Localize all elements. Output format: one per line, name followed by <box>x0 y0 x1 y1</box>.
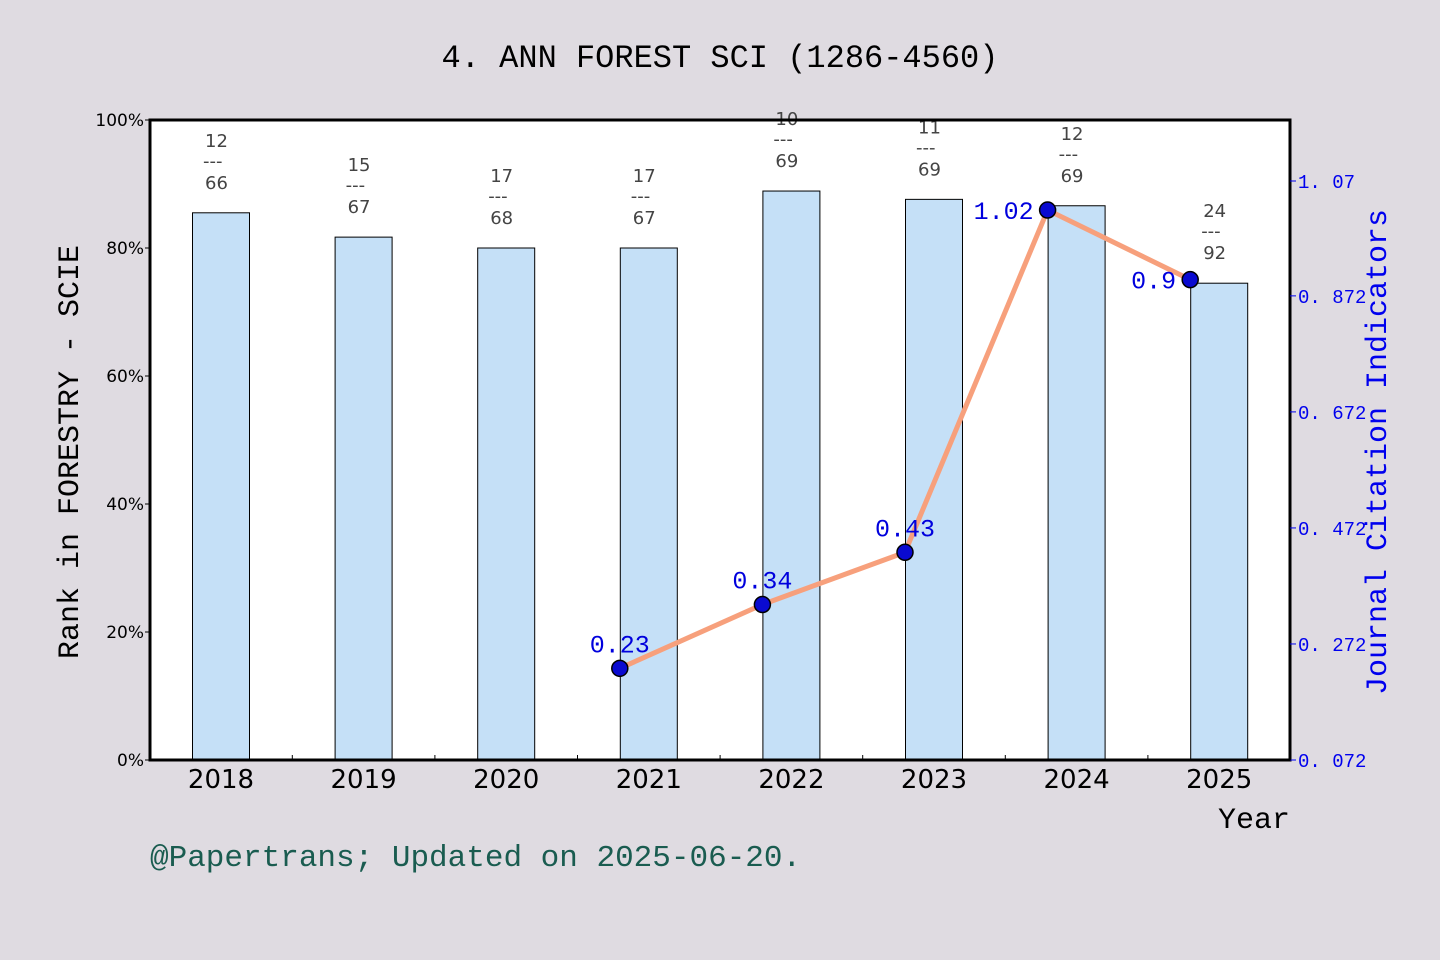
x-tick-label: 2019 <box>331 765 397 795</box>
bar-2025 <box>1190 282 1249 761</box>
rank-total: 92 <box>1203 243 1226 264</box>
jci-value-label: 1.02 <box>974 198 1034 227</box>
y2-tick-label: 0. 272 <box>1298 635 1366 657</box>
plot-area <box>150 120 1290 760</box>
rank-label: 11 <box>918 117 941 138</box>
y-tick-label: 40% <box>106 495 144 515</box>
rank-total: 68 <box>490 208 513 229</box>
x-tick-label: 2025 <box>1186 765 1252 795</box>
x-axis-label: Year <box>1218 804 1290 838</box>
rank-total: 67 <box>348 197 371 218</box>
jci-value-label: 0.9 <box>1131 268 1176 297</box>
y2-tick-label: 0. 872 <box>1298 287 1366 309</box>
rank-separator: --- <box>773 129 793 150</box>
y2-axis-label: Journal Citation Indicators <box>1362 209 1396 695</box>
y-tick-label: 20% <box>106 623 144 643</box>
y-tick-label: 80% <box>106 239 144 259</box>
rank-label: 17 <box>490 166 513 187</box>
bar-2022 <box>762 190 821 761</box>
x-tick-label: 2021 <box>616 765 682 795</box>
rank-total: 67 <box>633 208 656 229</box>
jci-point-2024 <box>1038 201 1057 219</box>
rank-label: 12 <box>205 131 228 152</box>
bar-2018 <box>192 212 250 761</box>
y2-tick-label: 0. 472 <box>1298 519 1366 541</box>
x-tick-label: 2023 <box>901 765 967 795</box>
rank-total: 69 <box>1061 166 1084 187</box>
rank-label: 12 <box>1061 124 1084 145</box>
jci-value-label: 0.43 <box>875 515 935 544</box>
y-tick-label: 100% <box>95 111 144 131</box>
jci-value-label: 0.23 <box>590 631 650 660</box>
rank-separator: --- <box>203 151 223 172</box>
bar-2021 <box>619 247 678 761</box>
rank-separator: --- <box>1201 221 1221 242</box>
rank-separator: --- <box>346 175 366 196</box>
jci-point-2021 <box>611 659 629 678</box>
rank-total: 69 <box>775 151 798 172</box>
jci-value-label: 0.34 <box>732 568 792 597</box>
bar-2020 <box>477 247 536 761</box>
y2-tick-label: 0. 072 <box>1298 751 1366 773</box>
rank-label: 17 <box>633 166 656 187</box>
y-tick-label: 0% <box>117 751 144 771</box>
rank-label: 24 <box>1203 201 1226 222</box>
x-tick-label: 2020 <box>473 765 539 795</box>
x-tick-label: 2024 <box>1044 765 1110 795</box>
y-axis-label: Rank in FORESTRY - SCIE <box>54 245 88 659</box>
x-tick-label: 2018 <box>188 765 254 795</box>
rank-separator: --- <box>631 186 651 207</box>
rank-separator: --- <box>488 186 508 207</box>
jci-point-2022 <box>753 595 772 614</box>
y2-tick-label: 1. 07 <box>1298 172 1355 194</box>
jci-point-2025 <box>1181 270 1199 289</box>
rank-total: 66 <box>205 173 228 194</box>
jci-point-2023 <box>896 543 914 562</box>
bar-2019 <box>334 236 393 761</box>
rank-separator: --- <box>1059 144 1079 165</box>
rank-total: 69 <box>918 159 941 180</box>
y2-tick-label: 0. 672 <box>1298 403 1366 425</box>
x-tick-label: 2022 <box>758 765 824 795</box>
y-tick-label: 60% <box>106 367 144 387</box>
bar-2024 <box>1047 205 1106 761</box>
rank-label: 15 <box>348 155 371 176</box>
rank-separator: --- <box>916 137 936 158</box>
chart-title: 4. ANN FOREST SCI (1286-4560) <box>442 40 999 77</box>
footer-credit: @Papertrans; Updated on 2025-06-20. <box>150 841 801 876</box>
